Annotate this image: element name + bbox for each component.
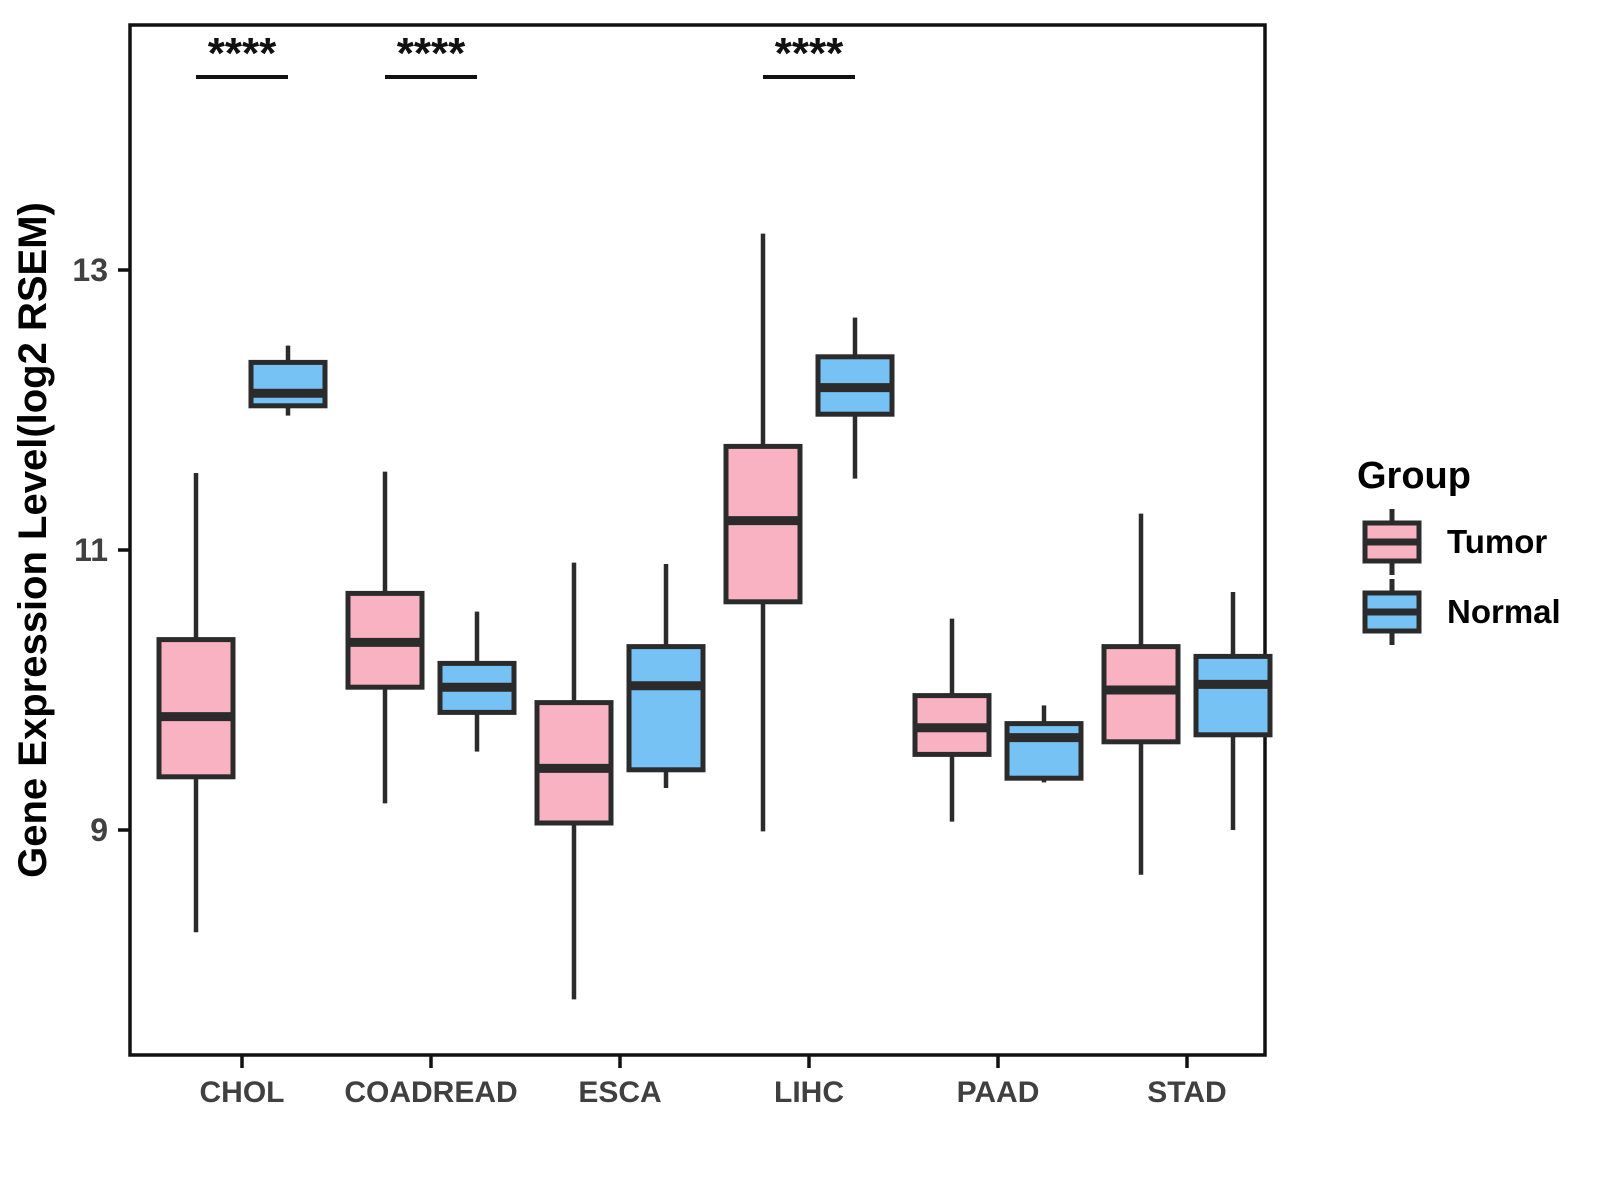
legend-key-normal [1362, 579, 1422, 645]
x-tick-label-stad: STAD [1147, 1076, 1226, 1109]
box-lihc-tumor [723, 233, 803, 832]
y-tick-label: 13 [72, 252, 108, 288]
y-tick-label: 9 [90, 812, 108, 848]
x-tick-label-paad: PAAD [957, 1076, 1040, 1109]
box-chol-normal [248, 345, 328, 416]
x-tick-label-lihc: LIHC [774, 1076, 844, 1109]
box-coadread-tumor [345, 471, 425, 804]
significance-stars-lihc: **** [775, 29, 844, 78]
iqr-box [534, 700, 614, 826]
box-esca-tumor [534, 562, 614, 1000]
legend-key-tumor [1362, 509, 1422, 575]
panel-border [128, 23, 1267, 1057]
legend-label-tumor: Tumor [1447, 523, 1547, 560]
box-paad-tumor [912, 618, 992, 822]
significance-stars-chol: **** [208, 29, 277, 78]
significance-stars-coadread: **** [397, 29, 466, 78]
box-lihc-normal [815, 317, 895, 479]
box-stad-normal [1193, 592, 1273, 830]
iqr-box [156, 637, 236, 780]
box-esca-normal [626, 564, 706, 788]
legend-title: Group [1357, 455, 1471, 497]
box-chol-tumor [156, 473, 236, 933]
iqr-box [248, 359, 328, 409]
iqr-box [1004, 721, 1084, 781]
x-tick-label-esca: ESCA [578, 1076, 661, 1109]
box-paad-normal [1004, 705, 1084, 783]
x-tick-label-coadread: COADREAD [344, 1076, 517, 1109]
iqr-box [626, 644, 706, 773]
box-coadread-normal [437, 611, 517, 752]
y-axis-title: Gene Expression Level(log2 RSEM) [11, 202, 55, 878]
x-tick-label-chol: CHOL [200, 1076, 285, 1109]
legend-label-normal: Normal [1447, 593, 1561, 630]
iqr-box [1193, 653, 1273, 738]
y-tick-label: 11 [74, 532, 108, 568]
box-stad-tumor [1101, 513, 1181, 875]
